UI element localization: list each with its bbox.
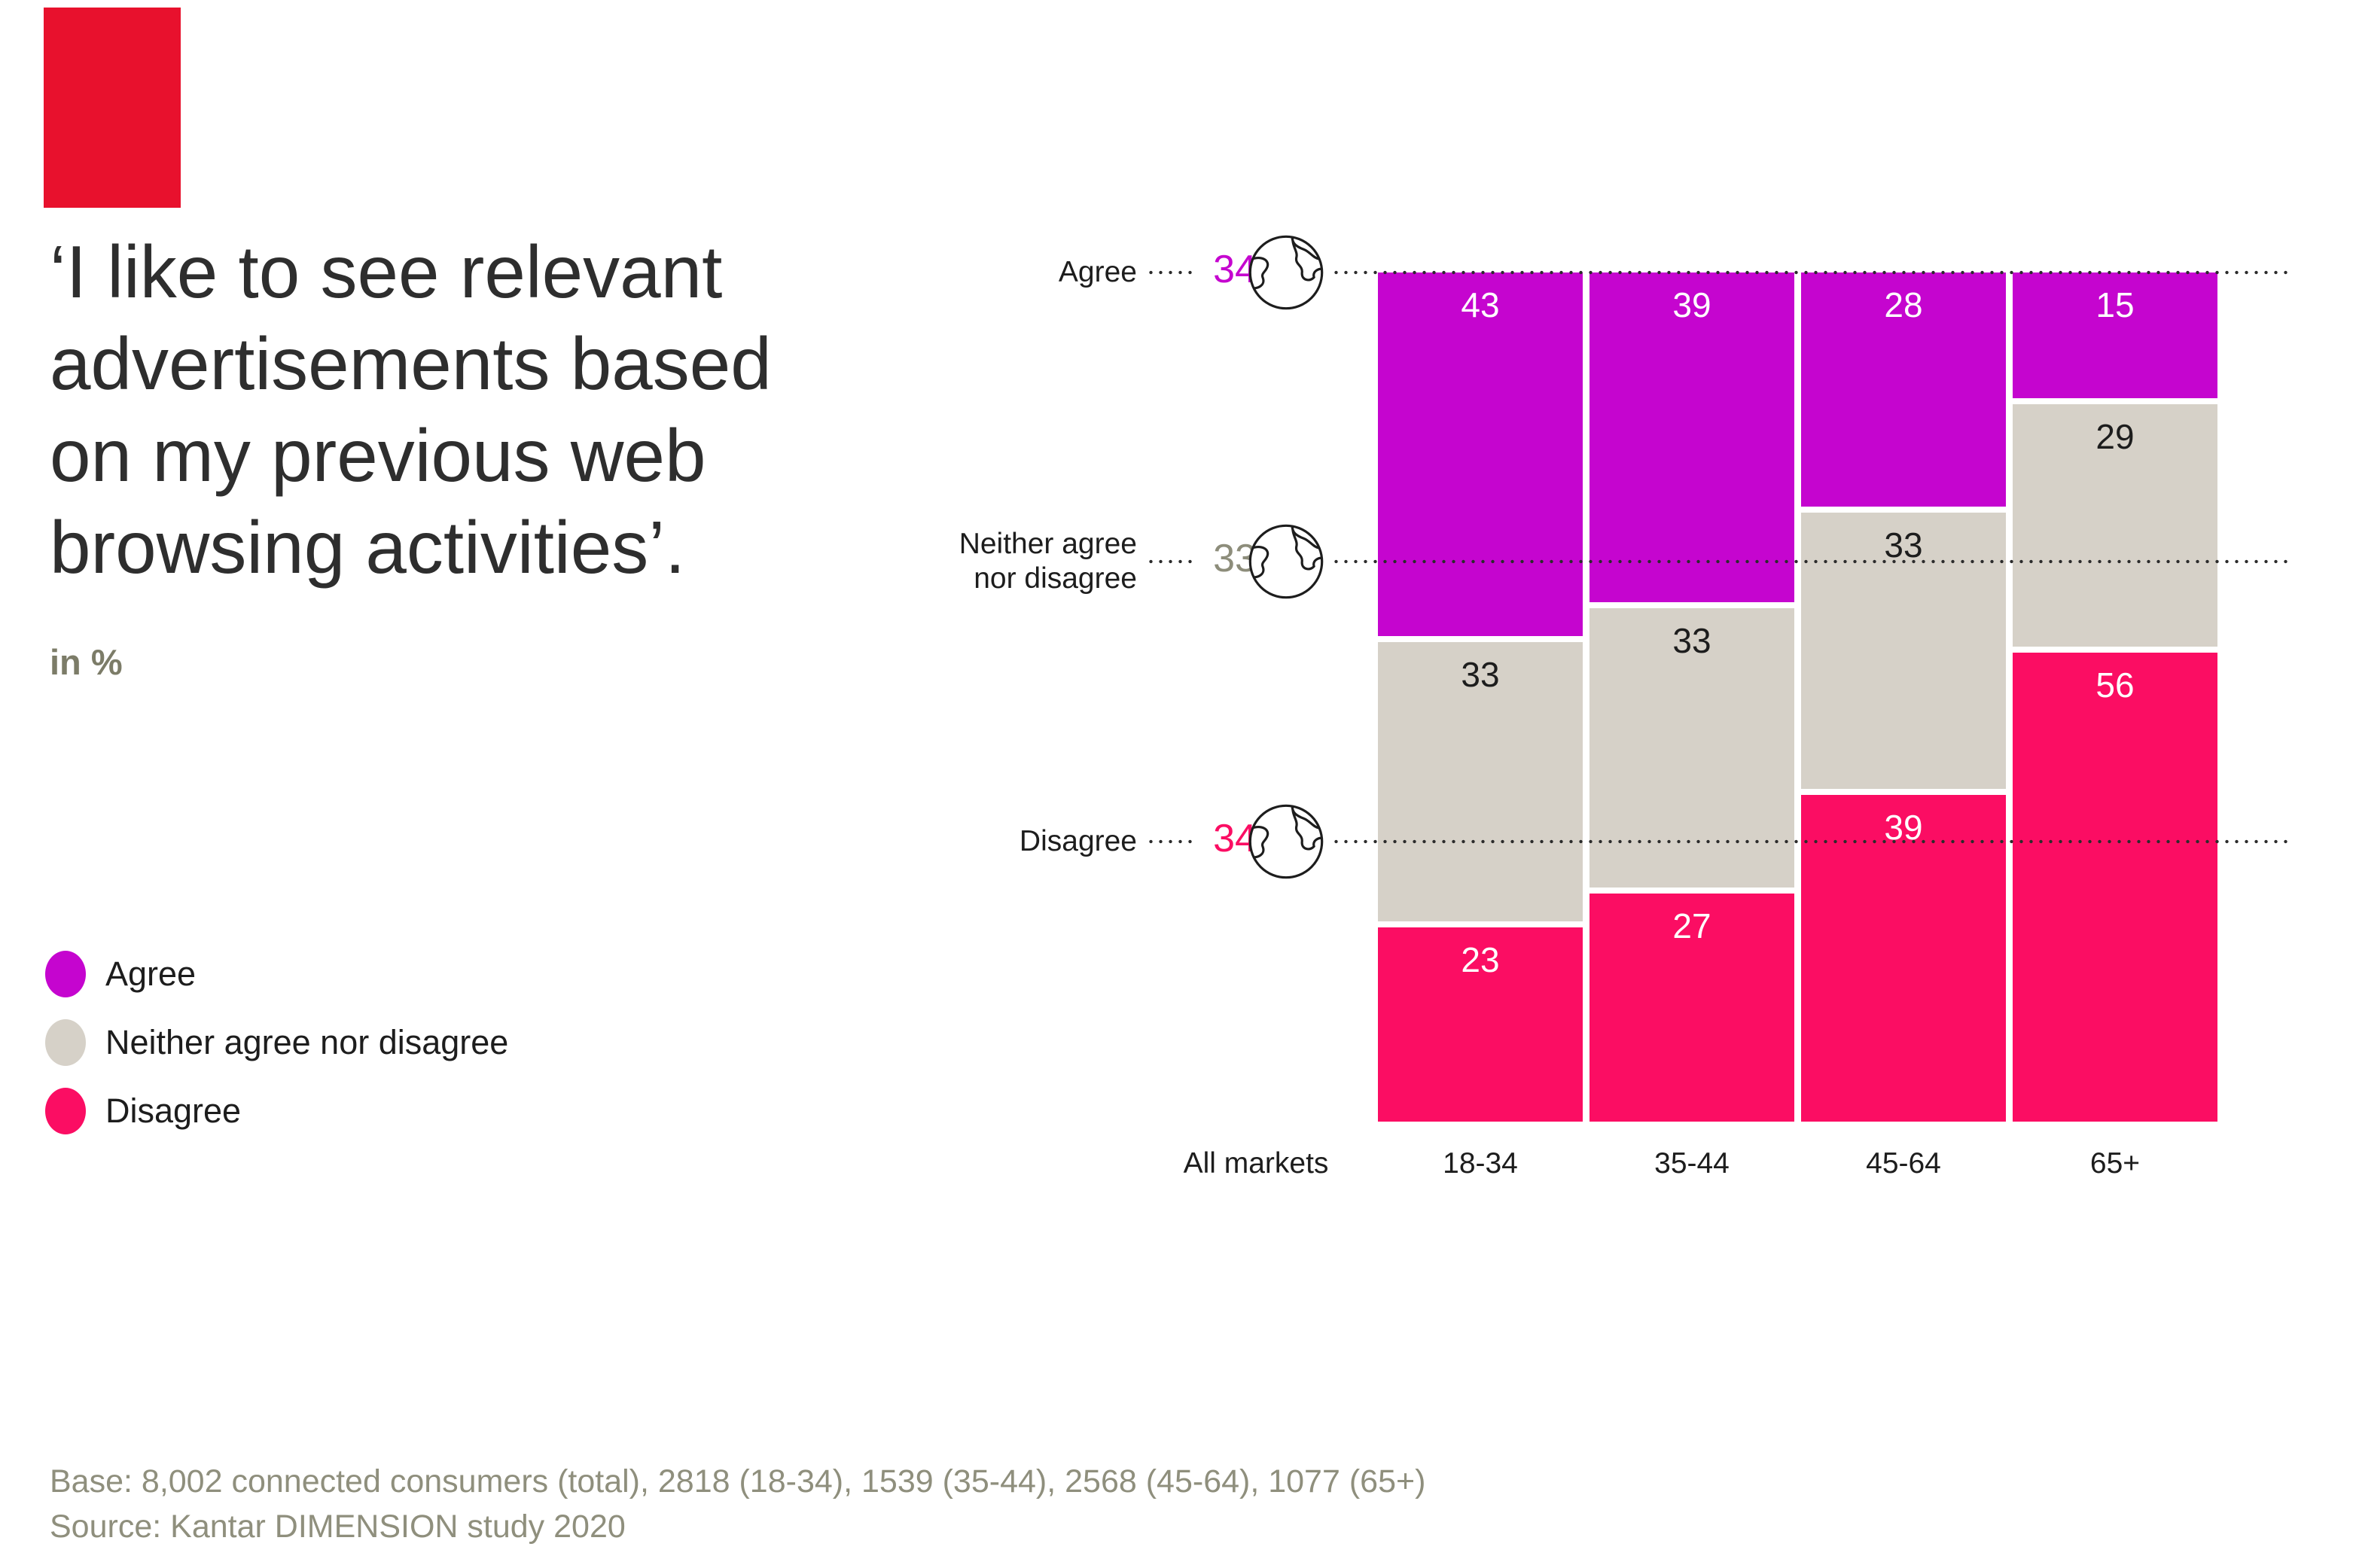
segment-value-label: 33 bbox=[1672, 621, 1711, 661]
chart-title: ‘I like to see relevant advertisements b… bbox=[50, 226, 938, 593]
globe-icon bbox=[1246, 802, 1326, 881]
bar-18-34: 43 33 23 bbox=[1378, 272, 1583, 1122]
base-note: Base: 8,002 connected consumers (total),… bbox=[50, 1463, 1426, 1499]
segment-agree: 28 bbox=[1801, 272, 2006, 507]
x-axis-label: 45-64 bbox=[1866, 1147, 1941, 1180]
globe-icon bbox=[1246, 522, 1326, 601]
bar-65+: 15 29 56 bbox=[2013, 272, 2217, 1122]
legend-label: Agree bbox=[105, 954, 197, 993]
label-dotted-leader bbox=[1146, 270, 1194, 275]
segment-value-label: 29 bbox=[2095, 416, 2135, 456]
chart-title-line: ‘I like to see relevant bbox=[50, 230, 723, 313]
segment-neither-agree-nor-disagree: 29 bbox=[2013, 403, 2217, 647]
bar-45-64: 28 33 39 bbox=[1801, 272, 2006, 1122]
legend-label: Disagree bbox=[105, 1091, 242, 1130]
segment-neither-agree-nor-disagree: 33 bbox=[1378, 641, 1583, 921]
segment-disagree: 39 bbox=[1801, 795, 2006, 1122]
bar-35-44: 39 33 27 bbox=[1589, 272, 1794, 1122]
segment-disagree: 27 bbox=[1589, 893, 1794, 1122]
legend-label: Neither agree nor disagree bbox=[105, 1022, 509, 1061]
row-label: Agree bbox=[1058, 256, 1137, 288]
x-axis-label: 35-44 bbox=[1654, 1147, 1730, 1180]
legend-item: Neither agree nor disagree bbox=[45, 1008, 508, 1076]
brand-logo-block bbox=[44, 8, 181, 208]
unit-label: in % bbox=[50, 642, 123, 682]
dotted-guide-line bbox=[1331, 270, 2291, 275]
segment-agree: 39 bbox=[1589, 272, 1794, 603]
segment-value-label: 33 bbox=[1461, 654, 1500, 694]
segment-disagree: 23 bbox=[1378, 927, 1583, 1122]
segment-value-label: 27 bbox=[1672, 906, 1711, 945]
segment-neither-agree-nor-disagree: 33 bbox=[1801, 513, 2006, 790]
segment-value-label: 15 bbox=[2095, 285, 2135, 324]
row-label: Disagree bbox=[1019, 824, 1137, 857]
legend-item: Disagree bbox=[45, 1076, 508, 1145]
chart-title-line: browsing activities’. bbox=[50, 506, 686, 589]
segment-value-label: 39 bbox=[1672, 285, 1711, 324]
segment-agree: 15 bbox=[2013, 272, 2217, 398]
segment-value-label: 28 bbox=[1884, 285, 1923, 324]
globe-icon bbox=[1246, 233, 1326, 312]
label-dotted-leader bbox=[1146, 559, 1194, 564]
segment-value-label: 43 bbox=[1461, 285, 1500, 324]
legend-color-dot bbox=[45, 1018, 86, 1066]
row-label: Neither agree nor disagree bbox=[959, 527, 1137, 595]
segment-value-label: 33 bbox=[1884, 525, 1923, 565]
segment-agree: 43 bbox=[1378, 272, 1583, 636]
segment-value-label: 23 bbox=[1461, 939, 1500, 979]
legend-item: Agree bbox=[45, 939, 508, 1008]
x-axis-label: 18-34 bbox=[1443, 1147, 1518, 1180]
chart-title-line: advertisements based bbox=[50, 322, 772, 405]
legend-color-dot bbox=[45, 950, 86, 997]
label-dotted-leader bbox=[1146, 839, 1194, 844]
chart-title-line: on my previous web bbox=[50, 414, 706, 497]
legend-color-dot bbox=[45, 1087, 86, 1134]
segment-value-label: 56 bbox=[2095, 665, 2135, 705]
dotted-guide-line bbox=[1331, 559, 2291, 564]
footer: Base: 8,002 connected consumers (total),… bbox=[50, 1459, 1425, 1549]
x-axis-label-all-markets: All markets bbox=[1183, 1147, 1329, 1180]
legend: Agree Neither agree nor disagree Disagree bbox=[45, 939, 508, 1145]
segment-neither-agree-nor-disagree: 33 bbox=[1589, 608, 1794, 888]
dotted-guide-line bbox=[1331, 839, 2291, 844]
x-axis-label: 65+ bbox=[2089, 1147, 2141, 1180]
source-note: Source: Kantar DIMENSION study 2020 bbox=[50, 1509, 626, 1545]
segment-disagree: 56 bbox=[2013, 653, 2217, 1122]
